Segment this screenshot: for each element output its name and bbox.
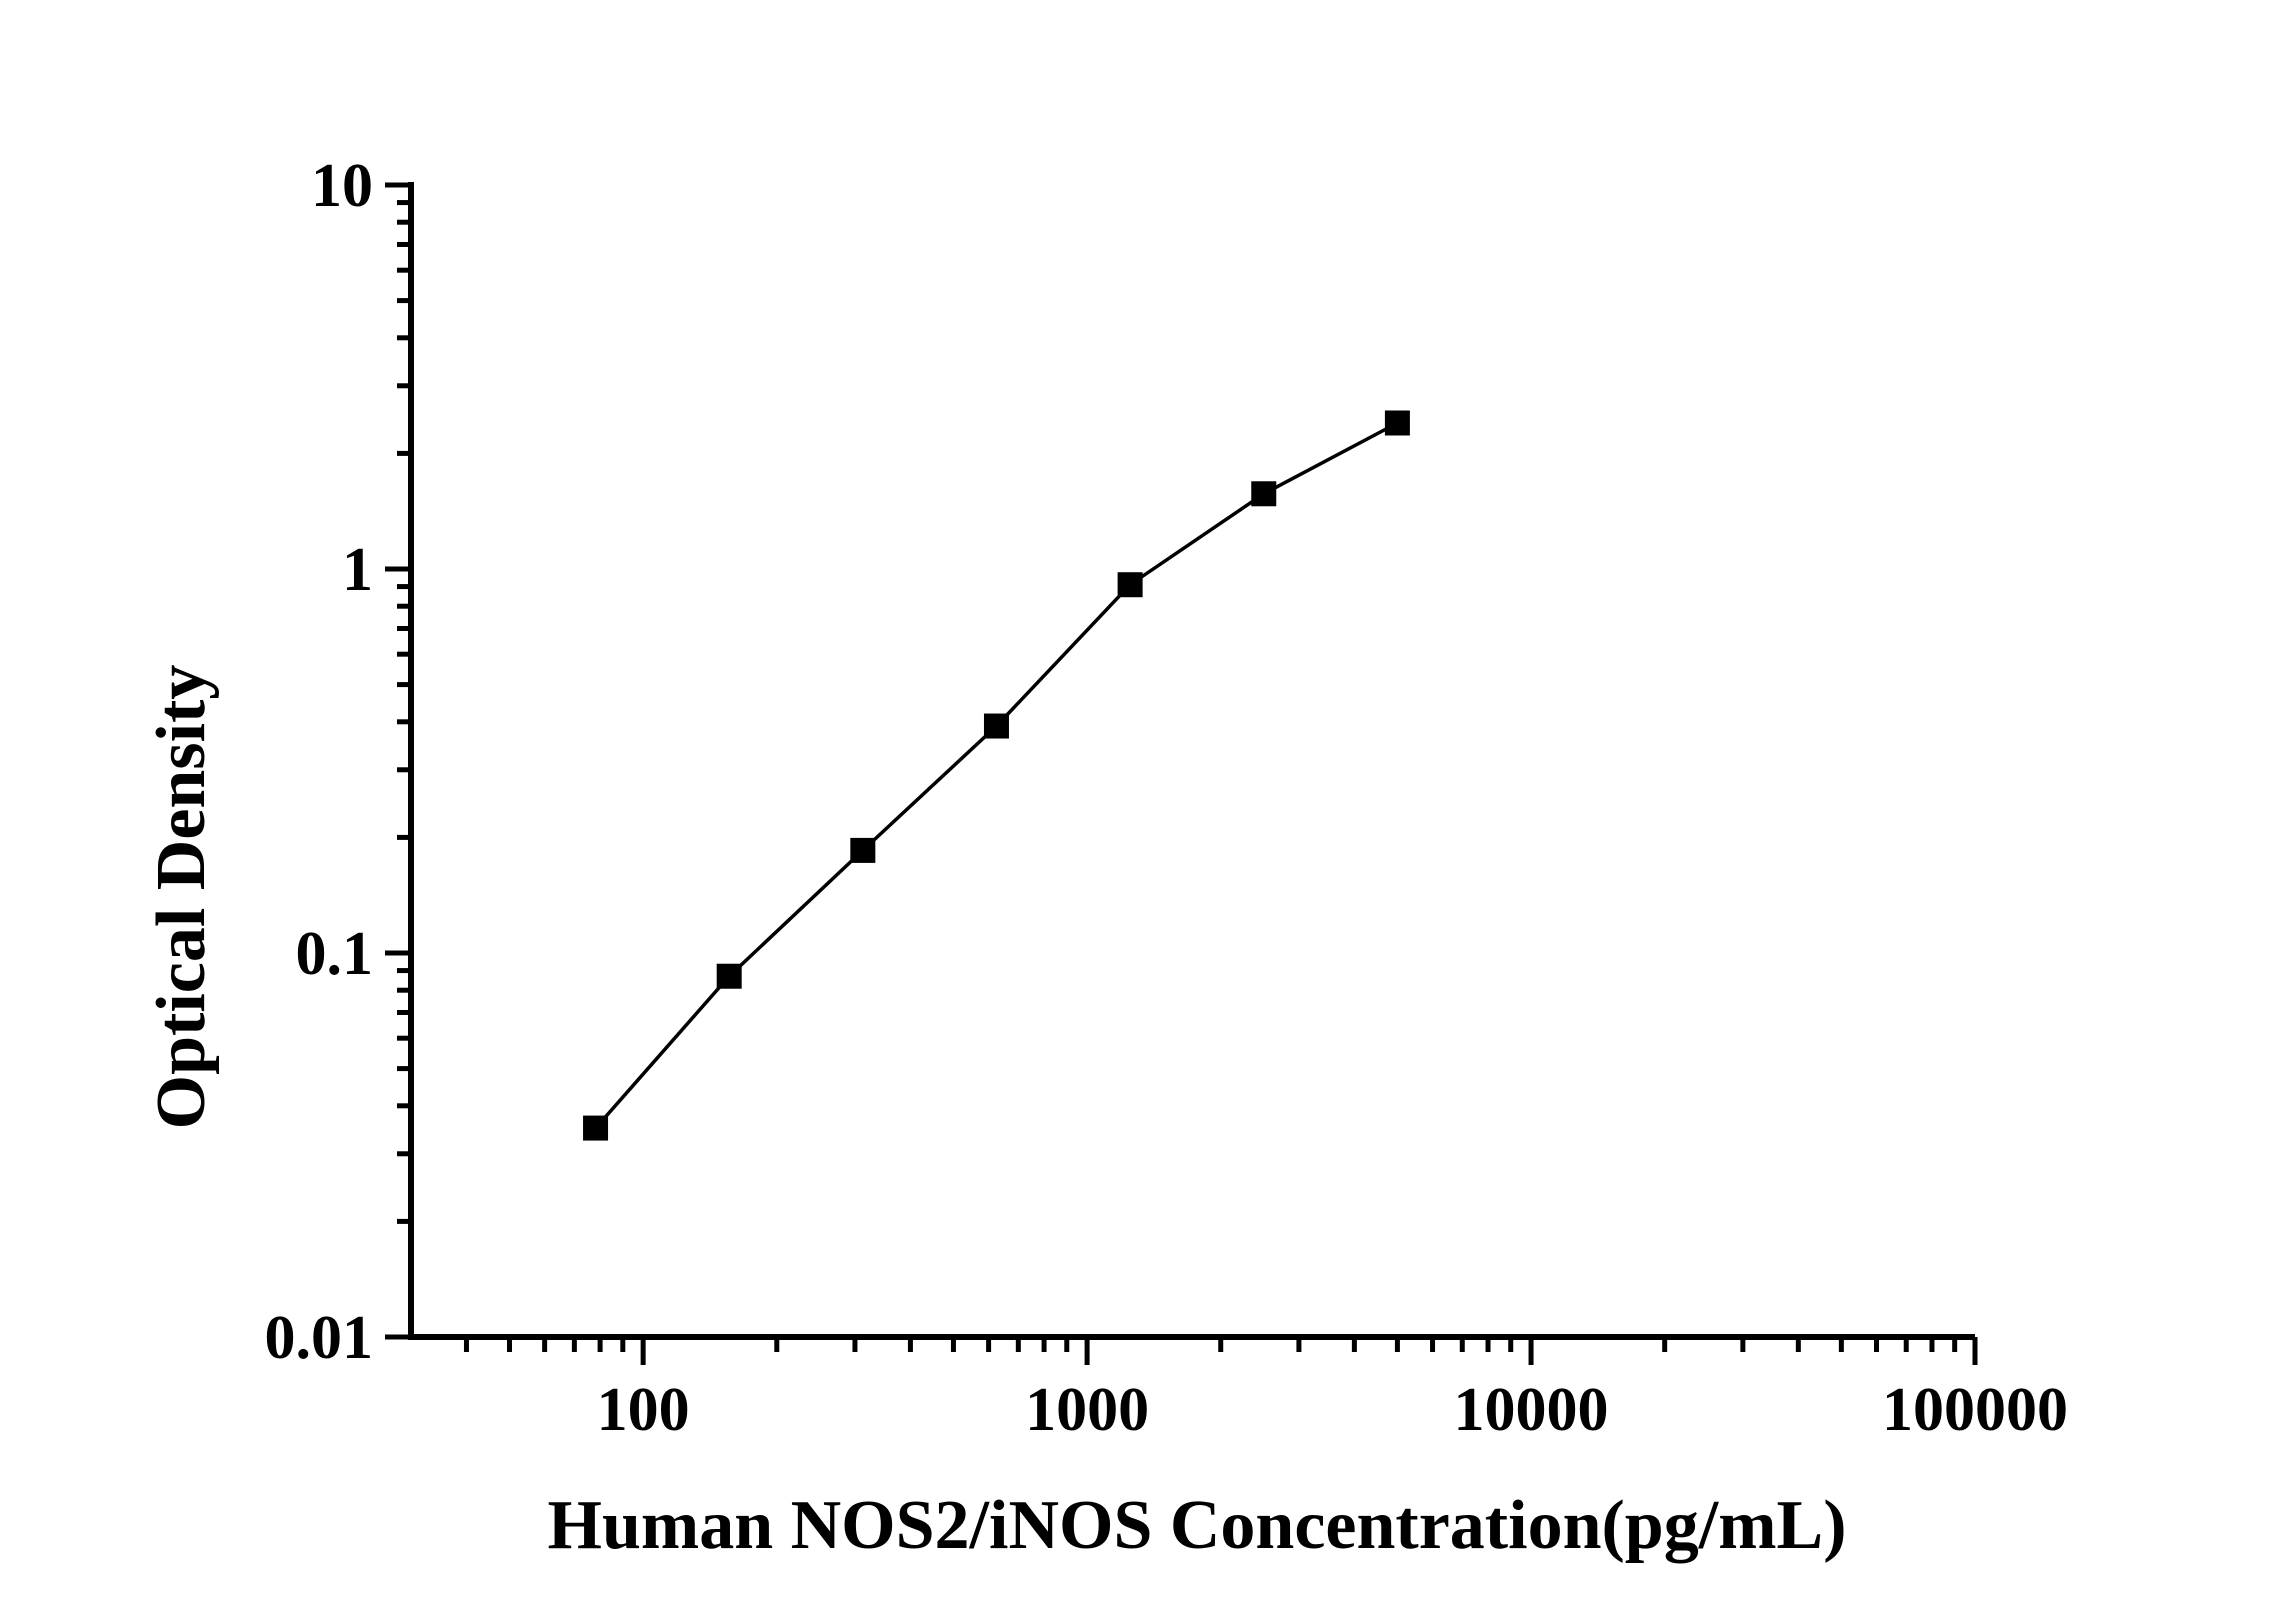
x-tick-label: 100 bbox=[597, 1376, 690, 1444]
x-tick-label: 100000 bbox=[1882, 1376, 2068, 1444]
y-tick-label: 0.01 bbox=[265, 1304, 374, 1372]
x-tick-label: 1000 bbox=[1025, 1376, 1149, 1444]
data-point-marker bbox=[583, 1115, 609, 1141]
y-axis-title: Optical Density bbox=[143, 665, 220, 1130]
standard-curve-line bbox=[594, 421, 1399, 1130]
y-axis-tick-labels: 10 1 0.1 0.01 bbox=[265, 152, 374, 1372]
y-tick-label: 1 bbox=[342, 536, 373, 604]
x-axis-tick-labels: 100 1000 10000 100000 bbox=[597, 1376, 2068, 1444]
data-point-marker bbox=[1384, 410, 1410, 436]
standard-curve-markers bbox=[583, 410, 1410, 1141]
y-tick-label: 10 bbox=[311, 152, 373, 220]
data-point-marker bbox=[850, 837, 876, 863]
data-point-marker bbox=[716, 963, 742, 989]
x-axis-title: Human NOS2/iNOS Concentration(pg/mL) bbox=[548, 1487, 1847, 1564]
y-tick-label: 0.1 bbox=[296, 920, 374, 988]
x-tick-label: 10000 bbox=[1454, 1376, 1609, 1444]
y-axis-major-ticks bbox=[385, 182, 411, 1340]
data-point-marker bbox=[1251, 481, 1277, 507]
data-point-marker bbox=[1117, 572, 1143, 598]
x-axis-major-ticks bbox=[640, 1337, 1978, 1365]
data-point-marker bbox=[983, 713, 1009, 739]
